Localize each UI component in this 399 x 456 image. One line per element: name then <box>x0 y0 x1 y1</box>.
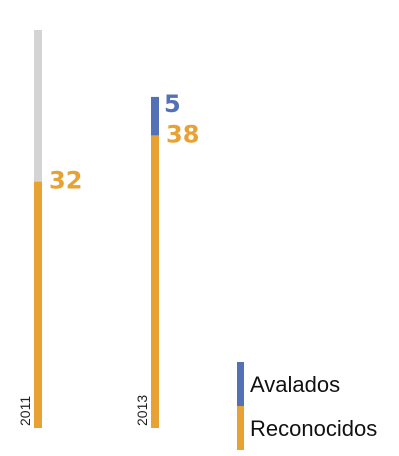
bars <box>34 30 159 428</box>
category-label-2013: 2013 <box>134 395 150 426</box>
category-labels: 2011 2013 <box>17 395 150 426</box>
legend-label-avalados: Avalados <box>250 372 340 397</box>
bar-reconocidos-2011 <box>34 181 42 428</box>
bar-track-2011 <box>34 30 42 182</box>
value-label-reconocidos-2011: 32 <box>49 167 82 195</box>
legend-label-reconocidos: Reconocidos <box>250 416 377 441</box>
value-label-avalados-2013: 5 <box>164 90 181 118</box>
category-label-2011: 2011 <box>17 396 33 426</box>
legend-swatch-avalados <box>237 362 244 406</box>
legend: Avalados Reconocidos <box>237 362 377 450</box>
value-labels: 32 385 <box>49 90 199 195</box>
bar-avalados-2013 <box>151 96 159 136</box>
bar-reconocidos-2013 <box>151 135 159 428</box>
legend-swatch-reconocidos <box>237 406 244 450</box>
value-label-reconocidos-2013: 38 <box>166 120 199 148</box>
